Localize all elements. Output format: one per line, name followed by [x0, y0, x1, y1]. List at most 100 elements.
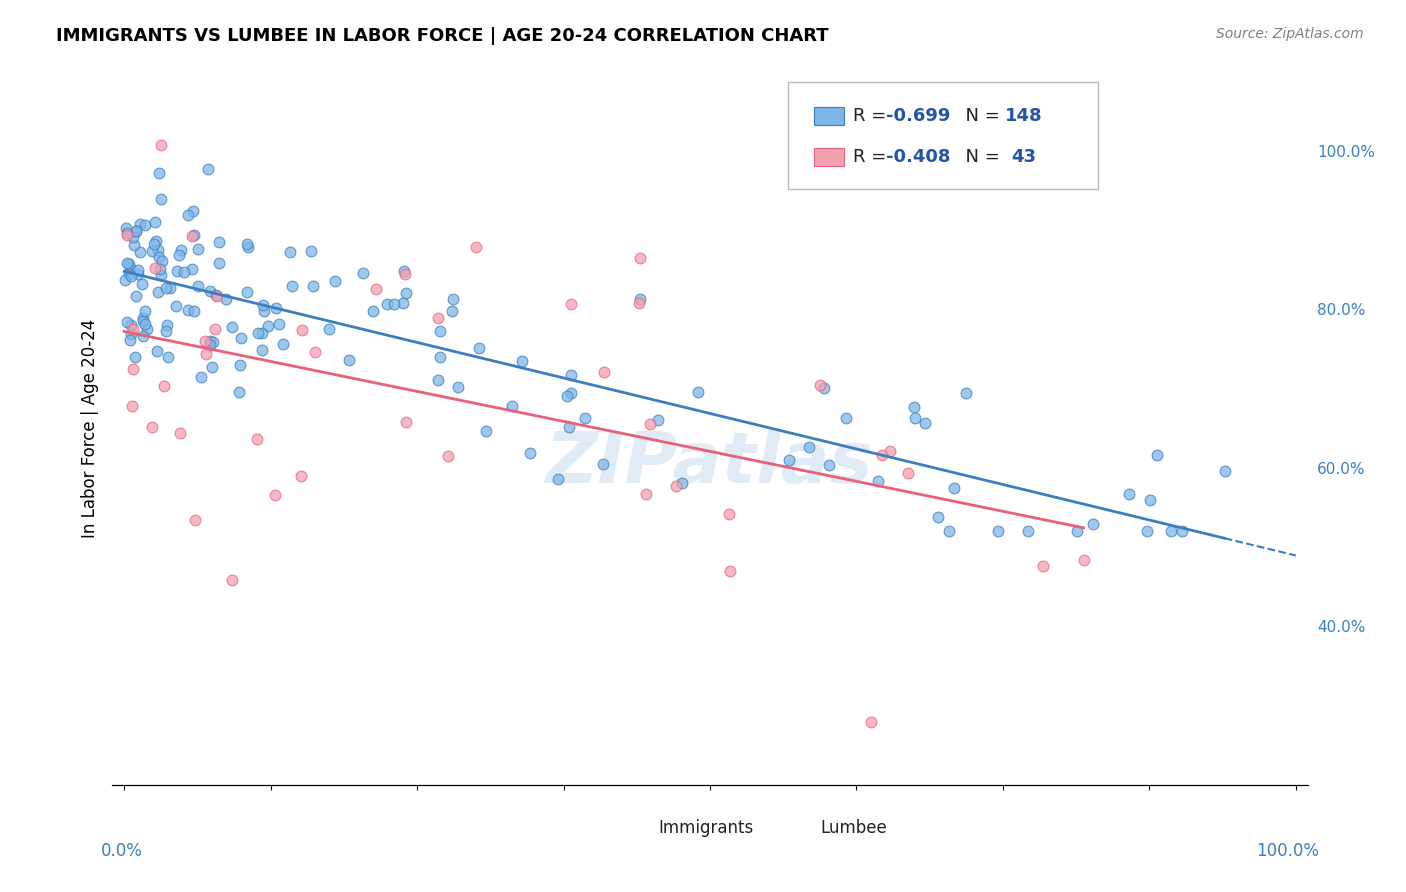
Immigrants [1136, 524, 1159, 539]
Lumbee [122, 361, 145, 376]
Immigrants [125, 224, 148, 238]
Lumbee [304, 344, 326, 359]
Immigrants [236, 240, 259, 254]
Immigrants [1017, 524, 1039, 539]
Text: R =: R = [853, 107, 893, 125]
Lumbee [364, 282, 387, 296]
Immigrants [797, 441, 820, 455]
Lumbee [560, 297, 582, 311]
Lumbee [394, 267, 416, 281]
Immigrants [120, 327, 142, 342]
Immigrants [299, 244, 322, 259]
Immigrants [301, 278, 323, 293]
Immigrants [323, 274, 346, 288]
Immigrants [392, 264, 415, 278]
Immigrants [955, 386, 977, 401]
Text: 0.0%: 0.0% [101, 842, 142, 860]
Immigrants [228, 385, 250, 400]
Immigrants [267, 317, 290, 331]
Immigrants [141, 244, 163, 258]
Text: 100.0%: 100.0% [1257, 842, 1320, 860]
Immigrants [927, 509, 949, 524]
Lumbee [141, 420, 163, 434]
Lumbee [718, 564, 741, 578]
Y-axis label: In Labor Force | Age 20-24: In Labor Force | Age 20-24 [80, 318, 98, 538]
Immigrants [778, 452, 800, 467]
Text: IMMIGRANTS VS LUMBEE IN LABOR FORCE | AGE 20-24 CORRELATION CHART: IMMIGRANTS VS LUMBEE IN LABOR FORCE | AG… [56, 27, 830, 45]
Immigrants [236, 237, 259, 252]
Immigrants [688, 385, 710, 400]
Immigrants [903, 401, 925, 415]
FancyBboxPatch shape [614, 819, 650, 838]
Lumbee [464, 240, 486, 254]
Immigrants [318, 322, 340, 336]
Immigrants [115, 256, 138, 270]
Text: Source: ZipAtlas.com: Source: ZipAtlas.com [1216, 27, 1364, 41]
Immigrants [120, 333, 142, 347]
Lumbee [426, 311, 449, 326]
Immigrants [352, 266, 374, 280]
Immigrants [942, 481, 965, 495]
Lumbee [717, 507, 740, 521]
Immigrants [124, 350, 146, 364]
Immigrants [114, 272, 136, 286]
Immigrants [117, 315, 139, 329]
Immigrants [183, 228, 205, 243]
Immigrants [278, 244, 301, 259]
Immigrants [519, 446, 541, 460]
Immigrants [132, 329, 155, 343]
Immigrants [201, 334, 224, 349]
Immigrants [835, 411, 858, 425]
Immigrants [134, 317, 156, 331]
Immigrants [392, 295, 415, 310]
Lumbee [149, 137, 172, 152]
Immigrants [938, 524, 960, 539]
Immigrants [166, 299, 188, 313]
Text: -0.699: -0.699 [886, 107, 950, 125]
Lumbee [638, 417, 661, 431]
Text: 43: 43 [1011, 148, 1036, 166]
Immigrants [1139, 492, 1161, 507]
Immigrants [117, 257, 139, 271]
Immigrants [252, 298, 274, 312]
Immigrants [337, 352, 360, 367]
Immigrants [257, 318, 280, 333]
Lumbee [207, 288, 229, 302]
Lumbee [169, 425, 191, 440]
Immigrants [914, 416, 936, 430]
Immigrants [170, 244, 193, 258]
Text: 148: 148 [1005, 107, 1043, 125]
Immigrants [375, 296, 398, 310]
Immigrants [145, 234, 167, 248]
Immigrants [181, 204, 204, 219]
Immigrants [200, 285, 222, 299]
Immigrants [120, 318, 142, 332]
Lumbee [897, 466, 920, 480]
Lumbee [808, 378, 831, 392]
Lumbee [1073, 553, 1095, 567]
Lumbee [628, 251, 651, 265]
Immigrants [429, 324, 451, 338]
Lumbee [246, 432, 269, 446]
Immigrants [125, 289, 148, 303]
Immigrants [115, 227, 138, 241]
Lumbee [183, 513, 205, 527]
Immigrants [118, 261, 141, 276]
Immigrants [361, 303, 384, 318]
Immigrants [204, 288, 226, 302]
Immigrants [440, 304, 463, 318]
Immigrants [228, 358, 250, 372]
Immigrants [429, 350, 451, 364]
Immigrants [122, 229, 145, 244]
Immigrants [252, 343, 274, 357]
Text: -0.408: -0.408 [886, 148, 950, 166]
Immigrants [148, 261, 170, 276]
Immigrants [987, 524, 1010, 539]
Immigrants [127, 267, 149, 281]
Immigrants [150, 254, 173, 268]
Immigrants [280, 278, 302, 293]
Immigrants [558, 419, 581, 434]
Immigrants [1081, 516, 1104, 531]
Lumbee [665, 479, 688, 493]
Immigrants [118, 267, 141, 281]
